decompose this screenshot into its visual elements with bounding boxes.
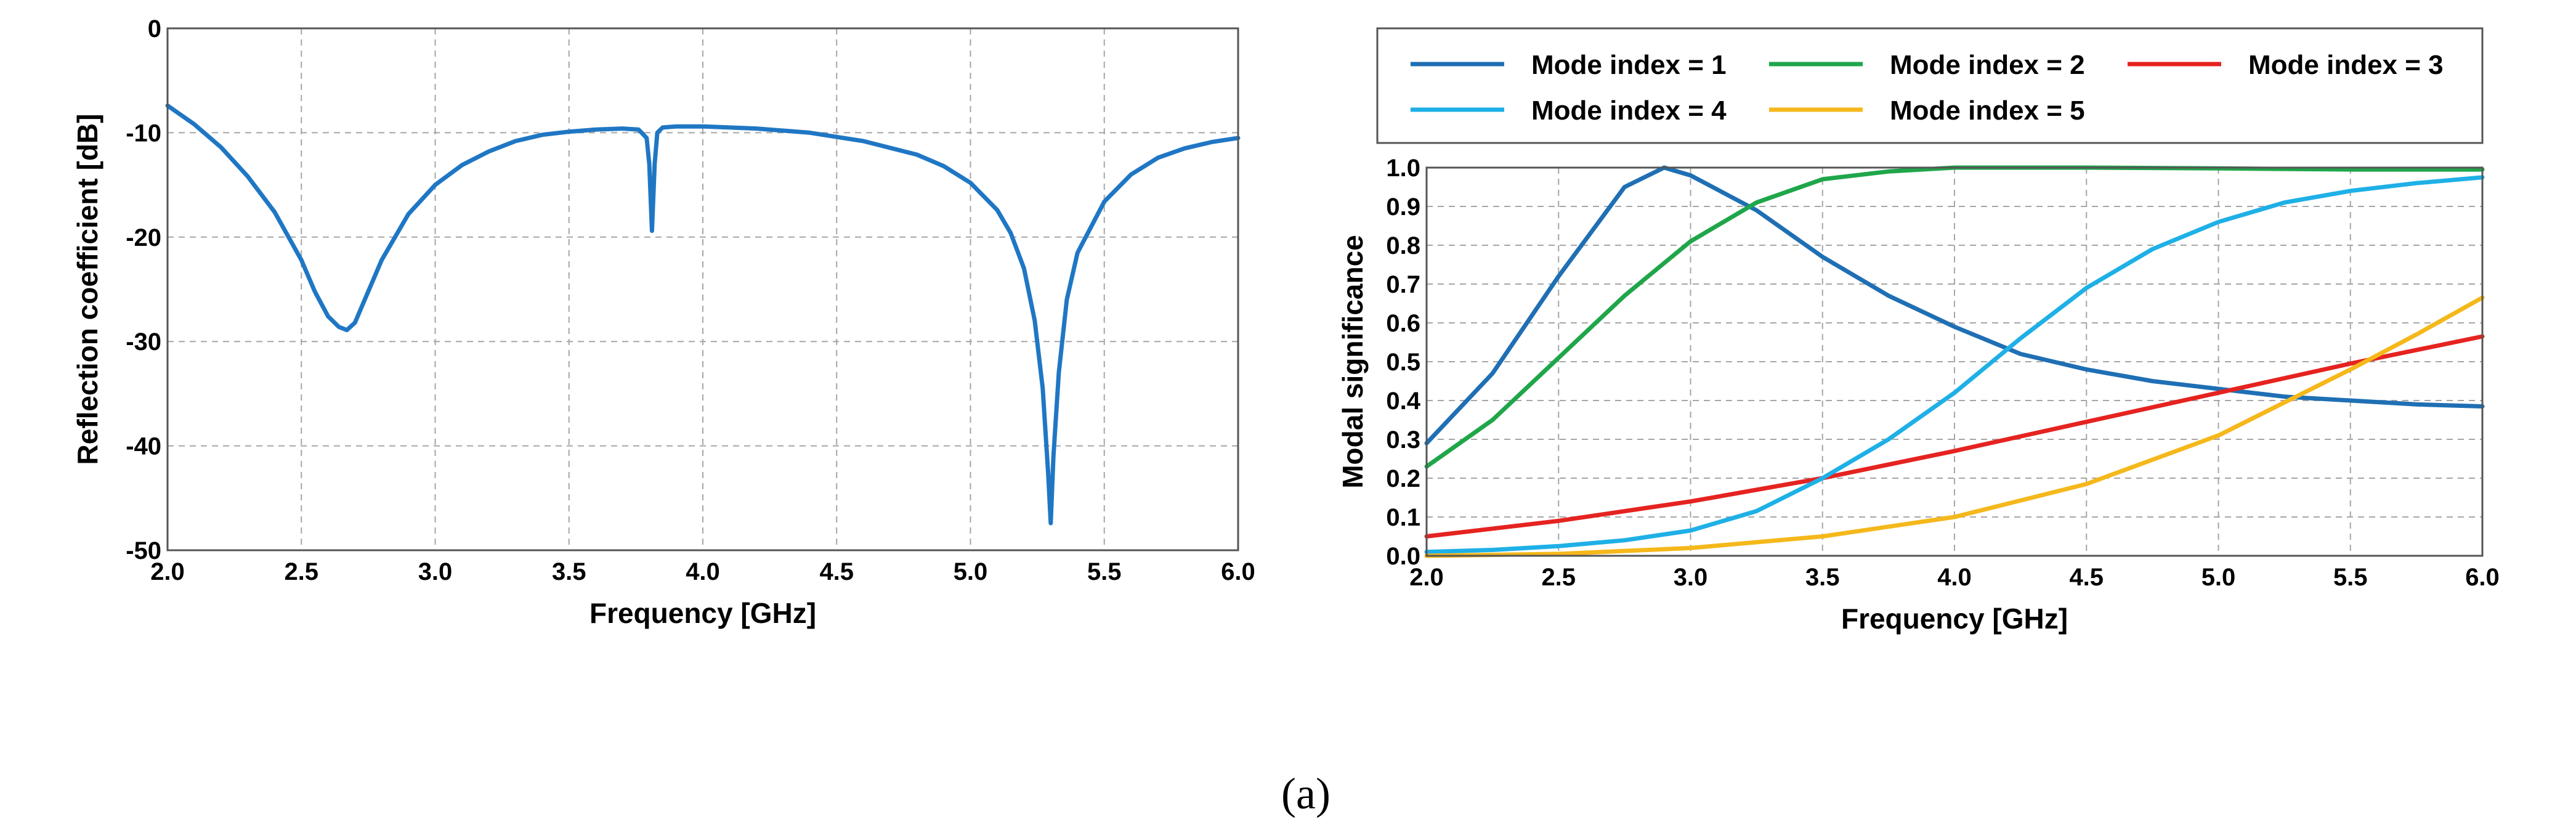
x-tick-label: 3.0 [1674, 564, 1708, 591]
y-tick-label: -40 [126, 433, 161, 460]
series-line-1 [165, 103, 1241, 526]
y-tick-label: -50 [126, 537, 161, 564]
legend-label-1: Mode index = 1 [1531, 50, 1727, 80]
modal-significance-chart: 2.0 2.5 3.0 3.5 4.0 4.5 5.0 5.5 6.0 0.0 0.1 0.2 0.3… [1337, 27, 2500, 635]
y-tick-label: 1.0 [1386, 155, 1420, 182]
y-tick-label: 0 [148, 15, 161, 43]
y-tick-label: 0.2 [1386, 465, 1420, 492]
left-x-axis-label: Frequency [GHz] [589, 597, 816, 629]
legend-box [1376, 27, 2484, 144]
x-tick-label: 4.5 [2069, 564, 2104, 591]
y-tick-label: 0.6 [1386, 310, 1420, 337]
left-y-axis-label: Reflection coefficient [dB] [71, 114, 103, 465]
x-tick-label: 3.5 [1805, 564, 1840, 591]
y-tick-label: 0.7 [1386, 271, 1420, 298]
x-tick-label: 3.5 [552, 558, 586, 585]
left-grid [168, 28, 1238, 550]
right-x-tick-labels: 2.0 2.5 3.0 3.5 4.0 4.5 5.0 5.5 6.0 [1409, 564, 2500, 591]
y-tick-label: 0.9 [1386, 193, 1420, 221]
legend-label-2: Mode index = 2 [1890, 50, 2085, 80]
y-tick-label: 0.5 [1386, 349, 1420, 376]
y-tick-label: 0.1 [1386, 504, 1420, 531]
left-plot-frame [166, 27, 1239, 551]
x-tick-label: 3.0 [418, 558, 453, 585]
x-tick-label: 5.5 [1087, 558, 1122, 585]
x-tick-label: 5.5 [2333, 564, 2368, 591]
x-tick-label: 6.0 [1221, 558, 1255, 585]
right-plot-frame [1425, 166, 2484, 557]
x-tick-label: 5.0 [954, 558, 988, 585]
y-tick-label: 0.0 [1386, 543, 1420, 570]
series-line-5 [1424, 295, 2485, 558]
series-line-4 [1424, 175, 2485, 555]
right-x-axis-label: Frequency [GHz] [1841, 603, 2068, 635]
figure-caption: (a) [1281, 769, 1331, 818]
x-tick-label: 4.0 [686, 558, 720, 585]
x-tick-label: 5.0 [2201, 564, 2236, 591]
right-y-axis-label: Modal significance [1337, 235, 1369, 489]
x-tick-label: 2.5 [284, 558, 318, 585]
y-tick-label: 0.3 [1386, 426, 1420, 454]
y-tick-label: -20 [126, 224, 161, 251]
legend-label-4: Mode index = 4 [1531, 96, 1727, 126]
left-x-tick-labels: 2.0 2.5 3.0 3.5 4.0 4.5 5.0 5.5 6.0 [150, 558, 1255, 585]
x-tick-label: 2.0 [150, 558, 185, 585]
y-tick-label: 0.4 [1386, 388, 1420, 415]
x-tick-label: 2.0 [1409, 564, 1444, 591]
y-tick-label: -30 [126, 328, 161, 356]
legend-label-5: Mode index = 5 [1890, 96, 2085, 126]
right-y-tick-labels: 0.0 0.1 0.2 0.3 0.4 0.5 0.6 0.7 0.8 0.9 1.0 [1386, 155, 1420, 570]
right-series-group [1424, 165, 2485, 558]
legend-label-3: Mode index = 3 [2248, 50, 2444, 80]
y-tick-label: 0.8 [1386, 232, 1420, 259]
reflection-coefficient-chart: 2.0 2.5 3.0 3.5 4.0 4.5 5.0 5.5 6.0 0 -10 -20 -30 -4… [71, 15, 1255, 629]
x-tick-label: 2.5 [1541, 564, 1576, 591]
right-grid [1427, 168, 2482, 556]
legend: Mode index = 1 Mode index = 2 Mode index =… [1376, 27, 2484, 144]
y-tick-label: -10 [126, 120, 161, 147]
x-tick-label: 4.5 [819, 558, 854, 585]
series-line-3 [1424, 334, 2485, 539]
x-tick-label: 6.0 [2465, 564, 2500, 591]
left-y-tick-labels: 0 -10 -20 -30 -40 -50 [126, 15, 161, 564]
left-series-group [165, 103, 1241, 526]
x-tick-label: 4.0 [1937, 564, 1972, 591]
